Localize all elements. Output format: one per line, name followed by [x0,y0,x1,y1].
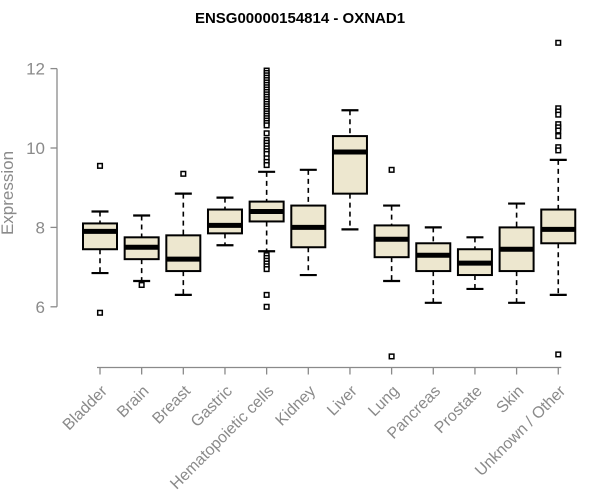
outlier-point-unknown-other [555,111,562,118]
x-tick-label-lung: Lung [365,383,402,420]
chart-title: ENSG00000154814 - OXNAD1 [195,10,405,27]
y-tick-label-10: 10 [26,139,45,158]
y-tick-label-6: 6 [36,298,45,317]
x-tick-label-liver: Liver [324,382,361,419]
outlier-point-bladder [96,309,104,316]
outlier-point-unknown-other [555,39,562,46]
outlier-point-hematopoietic-cells [263,266,270,273]
outlier-point-lung [388,353,395,360]
outlier-point-breast [180,170,187,177]
outlier-point-unknown-other [555,351,562,358]
x-tick-label-breast: Breast [149,382,194,427]
outlier-point-unknown-other [555,133,562,140]
x-tick-label-bladder: Bladder [60,382,111,433]
boxplot-hematopoietic-cells [248,67,285,310]
outlier-point-unknown-other [555,147,562,154]
outlier-point-bladder [96,162,104,169]
x-tick-label-brain: Brain [114,383,152,421]
boxplot-pancreas [415,226,452,304]
boxplot-gastric [206,196,243,247]
boxplot-unknown-other [540,39,577,358]
iqr-box-bladder [82,222,118,251]
boxplot-lung [373,166,410,360]
y-tick-label-8: 8 [36,218,45,237]
boxplot-kidney [290,168,327,277]
outlier-point-hematopoietic-cells [263,130,270,137]
iqr-box-gastric [206,208,243,235]
x-tick-label-kidney: Kidney [273,383,320,430]
boxplot-brain [123,214,160,289]
boxplot-liver [331,109,368,231]
boxplot-bladder [82,162,118,316]
x-tick-label-skin: Skin [493,383,527,417]
outlier-point-lung [388,166,395,173]
outlier-point-unknown-other [555,127,562,134]
outlier-point-brain [138,281,145,289]
outlier-point-hematopoietic-cells [263,291,270,298]
outlier-point-hematopoietic-cells [263,122,270,129]
iqr-box-unknown-other [540,208,577,245]
boxplot-breast [165,170,202,296]
boxplot-prostate [456,236,493,291]
y-tick-label-12: 12 [26,60,45,79]
iqr-box-liver [331,135,368,195]
boxes-group [82,39,577,360]
outlier-point-hematopoietic-cells [263,162,270,169]
iqr-box-breast [165,234,202,273]
outlier-point-hematopoietic-cells [263,303,270,310]
boxplot-skin [498,202,535,304]
y-axis-label: Expression [0,151,17,235]
